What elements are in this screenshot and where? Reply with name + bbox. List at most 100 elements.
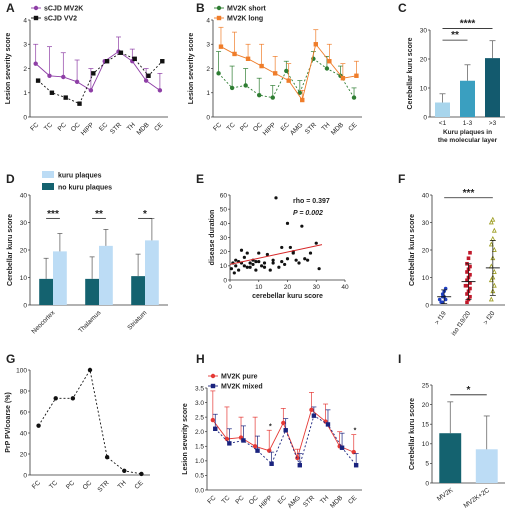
y-tick-label: 0 bbox=[23, 114, 27, 121]
y-tick-label: 4 bbox=[23, 17, 27, 24]
y-tick-label: 2.0 bbox=[195, 429, 204, 436]
y-tick-label: 60 bbox=[20, 409, 28, 416]
x-tick-label: TH bbox=[126, 121, 137, 132]
x-tick-label: PC bbox=[239, 121, 251, 133]
y-axis-title: Lesion severity score bbox=[5, 33, 12, 105]
dot-point bbox=[488, 277, 494, 283]
x-tick-label: 10 bbox=[255, 284, 263, 291]
significance-mark: **** bbox=[460, 19, 476, 30]
panel-label: H bbox=[196, 352, 205, 366]
data-point bbox=[143, 78, 149, 83]
scatter-point bbox=[234, 264, 238, 268]
data-point bbox=[351, 449, 356, 455]
scatter-point bbox=[271, 261, 275, 265]
y-tick-label: 20 bbox=[20, 451, 28, 458]
x-tick-label: HIPP bbox=[80, 121, 96, 137]
x-tick-label: AMG bbox=[289, 121, 304, 136]
scatter-point bbox=[280, 259, 284, 264]
dot-point bbox=[468, 281, 472, 285]
scatter-point bbox=[239, 248, 244, 252]
y-axis-title: Lesion severity score bbox=[182, 403, 189, 475]
dot-point bbox=[468, 286, 472, 291]
dot-point bbox=[468, 250, 472, 255]
legend-label: kuru plaques bbox=[58, 173, 102, 180]
x-tick-label: HIPP bbox=[262, 121, 278, 137]
scatter-point bbox=[251, 262, 255, 267]
data-point bbox=[160, 59, 165, 64]
x-axis-title: cerebellar kuru score bbox=[252, 293, 323, 300]
x-tick-label: 30 bbox=[313, 284, 321, 291]
x-tick-label: CE bbox=[153, 121, 165, 133]
data-point bbox=[210, 417, 216, 423]
scatter-point bbox=[303, 257, 307, 261]
y-axis-title: Lesion severity score bbox=[188, 33, 195, 105]
data-point bbox=[224, 436, 230, 442]
dot-point bbox=[439, 300, 443, 305]
y-tick-label: 1.0 bbox=[195, 458, 204, 465]
data-point bbox=[297, 463, 302, 468]
dot-point bbox=[468, 294, 472, 299]
y-axis-title: Cerebellar kuru score bbox=[407, 37, 414, 109]
scatter-point bbox=[260, 264, 264, 268]
dot-point bbox=[491, 282, 497, 288]
legend-marker bbox=[210, 383, 216, 389]
scatter-point bbox=[300, 224, 304, 228]
data-point bbox=[36, 423, 41, 428]
bar bbox=[39, 278, 53, 305]
bar bbox=[485, 58, 500, 117]
y-tick-label: 2.5 bbox=[195, 414, 204, 421]
x-tick-label: > f19 bbox=[434, 310, 448, 326]
data-point bbox=[272, 71, 278, 76]
legend-swatch bbox=[42, 183, 54, 190]
scatter-point bbox=[271, 258, 275, 262]
y-axis-title: PrP PV/coarse (%) bbox=[5, 392, 12, 453]
scatter-point bbox=[254, 259, 258, 264]
scatter-point bbox=[317, 267, 321, 271]
x-axis-title: Kuru plaques in bbox=[443, 129, 492, 136]
x-tick-label: MV2K bbox=[436, 487, 455, 503]
scatter-point bbox=[291, 251, 295, 255]
panel-label: D bbox=[6, 172, 15, 186]
y-tick-label: 2 bbox=[23, 66, 27, 73]
x-tick-label: STR bbox=[302, 494, 316, 508]
dot-point bbox=[465, 278, 469, 283]
scatter-point bbox=[257, 251, 261, 255]
data-point bbox=[313, 42, 318, 47]
dot-point bbox=[437, 297, 442, 302]
scatter-point bbox=[306, 258, 310, 262]
scatter-point bbox=[234, 258, 238, 262]
scatter-point bbox=[245, 265, 249, 269]
data-point bbox=[77, 101, 82, 106]
y-tick-label: 0.0 bbox=[195, 487, 204, 494]
bar bbox=[99, 245, 113, 305]
x-tick-label: 0 bbox=[228, 284, 232, 291]
data-point bbox=[269, 461, 274, 466]
data-point bbox=[309, 407, 314, 413]
significance-mark: ** bbox=[95, 209, 103, 220]
y-tick-label: 10 bbox=[422, 441, 430, 448]
legend-label: MV2K pure bbox=[221, 374, 258, 381]
data-point bbox=[74, 79, 80, 85]
x-tick-label: TH bbox=[319, 494, 330, 505]
data-point bbox=[339, 445, 345, 450]
data-point bbox=[311, 413, 317, 418]
bar bbox=[439, 433, 462, 483]
x-tick-label: FC bbox=[212, 121, 223, 132]
y-tick-label: 30 bbox=[422, 220, 430, 227]
x-tick-label: OC bbox=[82, 479, 94, 491]
y-tick-label: 1.5 bbox=[195, 444, 204, 451]
data-point bbox=[325, 422, 331, 427]
y-tick-label: 30 bbox=[20, 220, 28, 227]
scatter-point bbox=[254, 268, 258, 272]
y-tick-label: 10 bbox=[422, 275, 430, 282]
series-line bbox=[37, 52, 163, 105]
dot-point bbox=[465, 292, 469, 296]
legend-marker bbox=[33, 15, 39, 21]
dot-point bbox=[463, 283, 468, 288]
data-point bbox=[286, 78, 291, 83]
data-point bbox=[122, 468, 127, 473]
significance-mark: *** bbox=[47, 209, 59, 220]
x-tick-label: > f20 bbox=[482, 310, 496, 326]
scatter-point bbox=[242, 255, 246, 259]
data-point bbox=[87, 367, 93, 373]
